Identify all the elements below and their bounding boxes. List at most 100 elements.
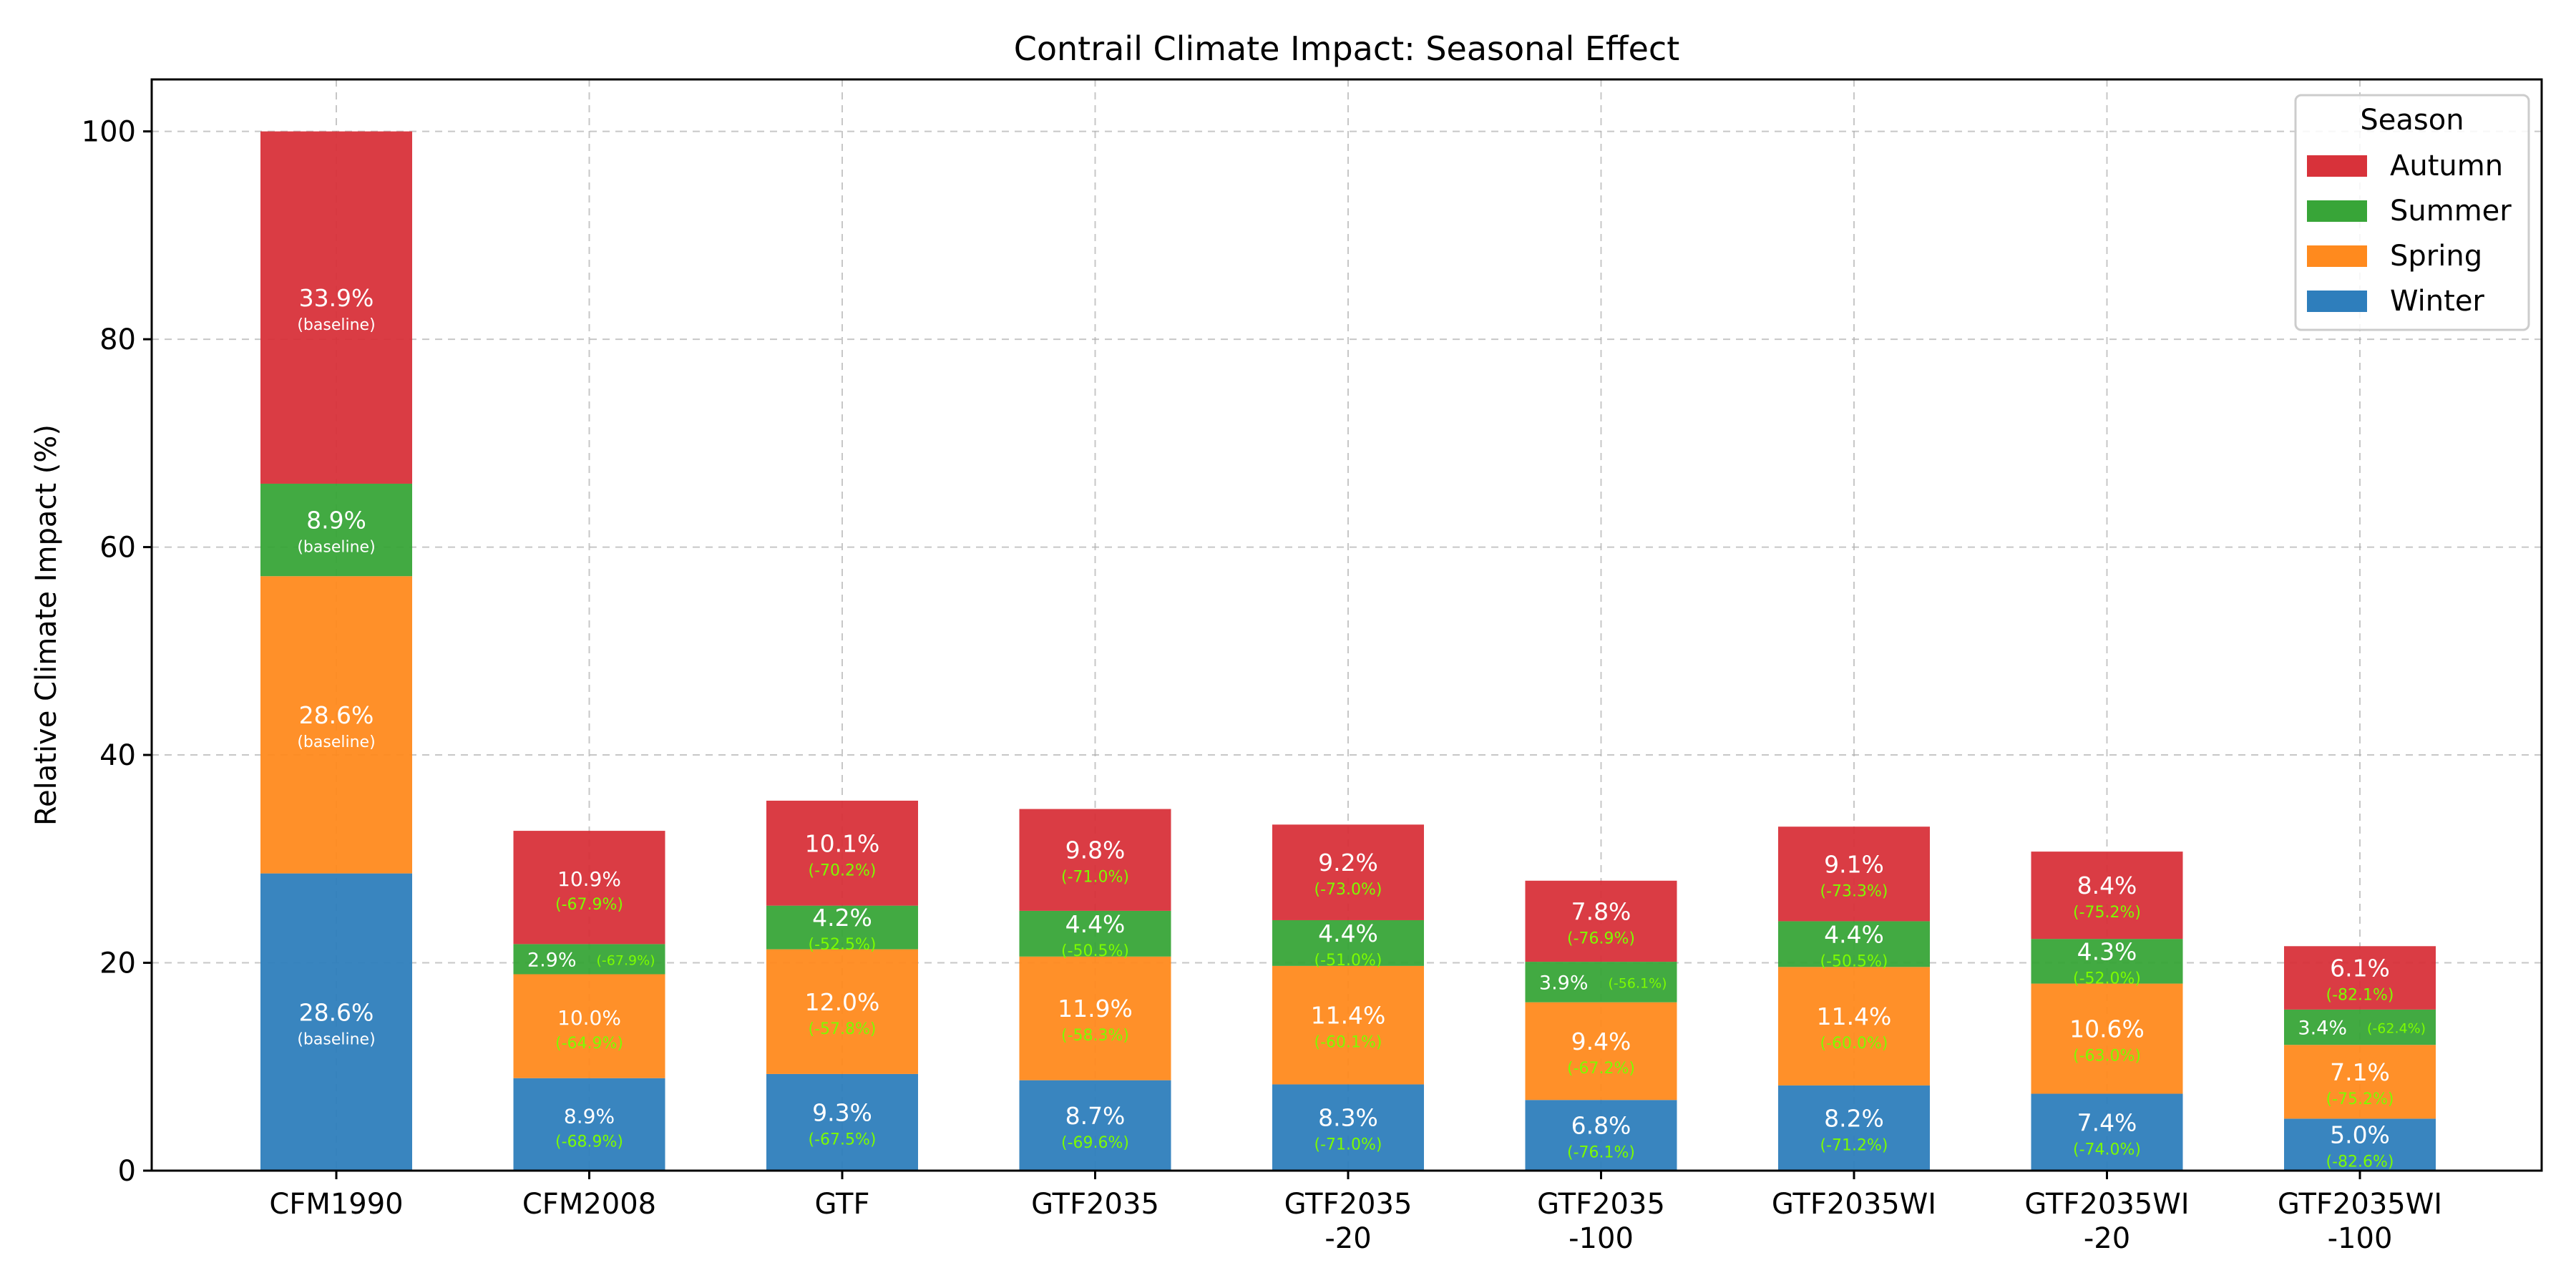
x-tick-label-line: -100 <box>1568 1222 1634 1255</box>
legend-title: Season <box>2360 104 2464 137</box>
x-tick-label: GTF2035WI <box>1772 1188 1936 1221</box>
bar-segment-autumn <box>2284 946 2436 1010</box>
bar-segment-autumn <box>1525 880 1677 962</box>
segment-value-label: 4.3% <box>2077 937 2137 965</box>
segment-change-label: (-52.5%) <box>809 936 877 954</box>
x-tick-label-line: GTF2035WI <box>2024 1188 2189 1221</box>
segment-value-label: 7.1% <box>2330 1058 2390 1086</box>
segment-value-label: 11.4% <box>1311 1002 1386 1030</box>
y-tick-label: 0 <box>118 1155 136 1188</box>
bar-segment-summer <box>766 905 918 950</box>
x-tick-label-line: -20 <box>2084 1222 2130 1255</box>
legend-label-summer: Summer <box>2390 195 2512 228</box>
segment-value-label: 11.9% <box>1058 995 1133 1023</box>
legend-swatch-autumn <box>2307 155 2367 177</box>
segment-value-label: 8.2% <box>1824 1104 1884 1132</box>
legend-label-autumn: Autumn <box>2390 150 2503 182</box>
segment-change-label: (baseline) <box>297 1030 375 1048</box>
bar-segment-summer <box>2284 1009 2436 1045</box>
x-tick-label-line: CFM1990 <box>269 1188 403 1221</box>
segment-change-label: (-70.2%) <box>809 862 877 879</box>
segment-change-label: (-67.2%) <box>1567 1060 1635 1078</box>
bar-segment-winter <box>1272 1084 1424 1171</box>
segment-change-label: (-71.2%) <box>1820 1136 1888 1154</box>
segment-change-label: (-60.0%) <box>1820 1035 1888 1053</box>
x-tick-label: GTF2035WI -100 <box>2278 1188 2442 1255</box>
segment-value-label: 5.0% <box>2330 1121 2390 1149</box>
bar-segment-winter <box>2031 1093 2183 1171</box>
bar-segment-autumn <box>766 800 918 906</box>
bar-segment-autumn <box>260 131 412 484</box>
x-tick-label: GTF2035 -100 <box>1537 1188 1665 1255</box>
chart-title: Contrail Climate Impact: Seasonal Effect <box>1014 29 1680 68</box>
bar-segment-spring <box>2284 1045 2436 1119</box>
segment-value-label: 10.6% <box>2069 1015 2145 1043</box>
segment-value-label: 8.3% <box>1318 1104 1378 1132</box>
segment-value-label: 10.9% <box>557 867 621 891</box>
legend-label-winter: Winter <box>2390 285 2484 318</box>
y-axis-label: Relative Climate Impact (%) <box>30 424 63 826</box>
segment-change-label: (-76.9%) <box>1567 930 1635 947</box>
segment-change-label: (-50.5%) <box>1061 942 1129 960</box>
x-tick-label: CFM2008 <box>522 1188 656 1221</box>
segment-change-label: (-52.0%) <box>2073 970 2141 987</box>
x-tick-label-line: GTF2035 <box>1031 1188 1159 1221</box>
segment-change-label: (-63.0%) <box>2073 1048 2141 1065</box>
bar-segment-summer <box>2031 939 2183 984</box>
bar-segment-autumn <box>513 831 665 945</box>
x-tick-label: GTF2035 <box>1031 1188 1159 1221</box>
legend-label-spring: Spring <box>2390 240 2482 273</box>
legend-swatch-winter <box>2307 291 2367 312</box>
segment-value-label: 8.9% <box>564 1104 615 1128</box>
bar-segment-spring <box>260 576 412 874</box>
bar-segment-spring <box>1525 1002 1677 1101</box>
bar-segment-spring <box>2031 983 2183 1094</box>
legend-swatch-spring <box>2307 245 2367 267</box>
segment-value-label: 7.8% <box>1571 897 1631 925</box>
segment-change-label: (-76.1%) <box>1567 1144 1635 1162</box>
bars: 28.6% (baseline) 28.6% (baseline) 8.9% (basel… <box>260 131 2436 1171</box>
segment-change-label: (-58.3%) <box>1061 1027 1129 1045</box>
segment-value-label: 4.4% <box>1824 920 1884 948</box>
segment-change-label: (-75.2%) <box>2073 904 2141 922</box>
segment-value-label: 8.4% <box>2077 872 2137 899</box>
segment-value-label: 4.2% <box>812 904 872 932</box>
legend-swatch-summer <box>2307 200 2367 222</box>
bar-segment-summer <box>1778 921 1930 967</box>
y-tick-label: 80 <box>99 323 136 356</box>
segment-value-label: 4.4% <box>1318 919 1378 947</box>
segment-change-label: (-67.9%) <box>555 896 623 914</box>
segment-value-label: 10.1% <box>805 829 880 857</box>
bar-segment-autumn <box>2031 852 2183 940</box>
segment-value-label: 9.3% <box>812 1098 872 1126</box>
x-tick-label-line: GTF2035WI <box>1772 1188 1936 1221</box>
segment-value-label: 9.1% <box>1824 850 1884 878</box>
segment-value-label: 3.4% <box>2298 1018 2347 1040</box>
segment-change-label: (-75.2%) <box>2326 1091 2394 1108</box>
segment-change-label: (-82.1%) <box>2326 987 2394 1005</box>
segment-change-label: (-67.9%) <box>597 952 655 968</box>
bar-segment-winter <box>1019 1080 1171 1171</box>
segment-value-label: 12.0% <box>805 988 880 1016</box>
x-tick-label-line: -100 <box>2328 1222 2393 1255</box>
bar-segment-autumn <box>1019 809 1171 911</box>
x-tick-label: GTF <box>814 1188 869 1221</box>
segment-value-label: 3.9% <box>1539 972 1589 994</box>
segment-change-label: (-51.0%) <box>1314 952 1382 970</box>
bar-segment-winter <box>1778 1085 1930 1171</box>
segment-change-label: (baseline) <box>297 539 375 557</box>
segment-value-label: 6.1% <box>2330 955 2390 982</box>
segment-value-label: 7.4% <box>2077 1108 2137 1136</box>
x-tick-label-line: GTF2035 <box>1284 1188 1413 1221</box>
segment-change-label: (-74.0%) <box>2073 1141 2141 1158</box>
bar-segment-summer <box>1272 919 1424 966</box>
segment-value-label: 8.7% <box>1065 1102 1126 1130</box>
segment-change-label: (-67.5%) <box>809 1131 877 1148</box>
segment-value-label: 9.4% <box>1571 1028 1631 1055</box>
segment-change-label: (-71.0%) <box>1061 869 1129 887</box>
legend-box <box>2294 94 2530 331</box>
x-tick-label-line: CFM2008 <box>522 1188 656 1221</box>
segment-change-label: (-64.9%) <box>555 1035 623 1053</box>
